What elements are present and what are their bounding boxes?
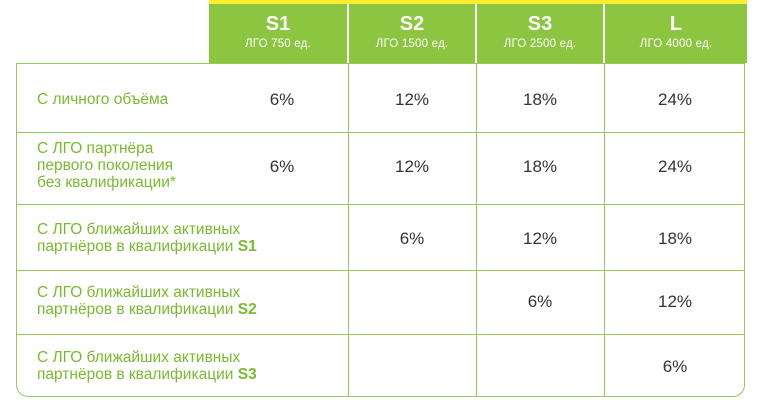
row-divider [16,63,745,64]
cell-value: 12% [522,229,558,248]
row-divider [16,204,745,205]
column-header-s2: S2 ЛГО 1500 ед. [349,4,475,63]
column-sub: ЛГО 2500 ед. [503,38,577,50]
row-label: С ЛГО ближайших активных партнёров в ква… [37,349,257,383]
row-label: С личного объёма [37,91,169,108]
column-sub: ЛГО 750 ед. [245,38,311,50]
cell-value: 24% [657,90,693,109]
row-divider [16,334,745,335]
cell-value: 6% [269,90,295,109]
row-divider [16,132,745,133]
cell-value: 6% [527,292,553,311]
cell-value: 12% [394,90,430,109]
column-divider [348,63,349,397]
cell-value: 24% [657,157,693,176]
cell-value: 6% [399,229,425,248]
row-label: С ЛГО партнёра первого поколения без ква… [37,140,176,191]
cell-value: 12% [394,157,430,176]
column-level: S1 [265,13,291,35]
row-divider [16,270,745,271]
column-sub: ЛГО 1500 ед. [375,38,449,50]
row-label: С ЛГО ближайших активных партнёров в ква… [37,284,257,318]
cell-value: 6% [662,357,688,376]
column-level: S3 [527,13,553,35]
cell-value: 12% [657,292,693,311]
column-level: S2 [399,13,425,35]
cell-value: 18% [522,90,558,109]
column-header-s3: S3 ЛГО 2500 ед. [477,4,603,63]
cell-value: 18% [657,229,693,248]
table-frame [16,63,745,397]
cell-value: 18% [522,157,558,176]
column-divider [604,63,605,397]
header-top-line [209,0,747,4]
row-label: С ЛГО ближайших активных партнёров в ква… [37,221,257,255]
column-header-s1: S1 ЛГО 750 ед. [209,4,347,63]
column-divider [476,63,477,397]
cell-value: 6% [269,157,295,176]
column-header-l: L ЛГО 4000 ед. [605,4,747,63]
column-level: L [669,13,683,35]
column-sub: ЛГО 4000 ед. [639,38,713,50]
